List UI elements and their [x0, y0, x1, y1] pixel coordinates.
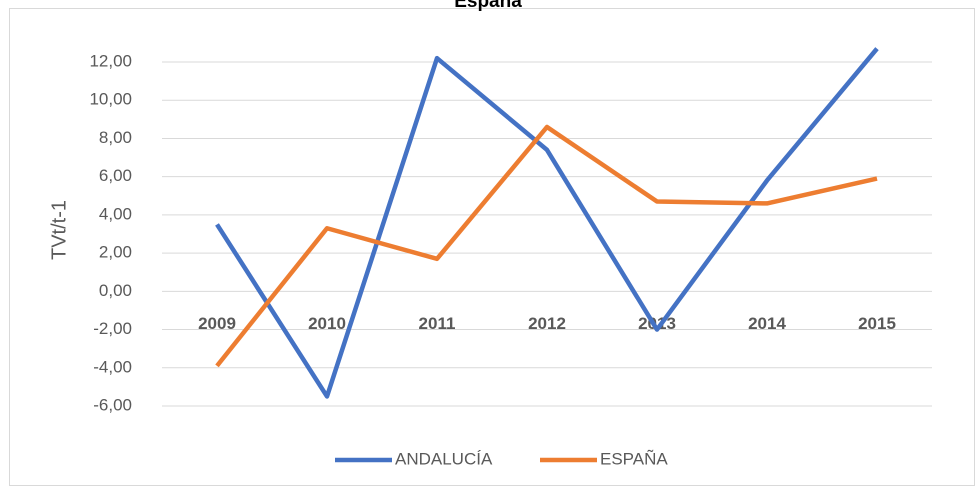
chart-title: España [454, 0, 522, 12]
y-tick-label: 8,00 [99, 128, 132, 147]
y-tick-label: -4,00 [93, 357, 132, 376]
x-tick-label: 2011 [419, 314, 456, 333]
x-tick-label: 2009 [198, 314, 236, 333]
y-tick-label: 12,00 [89, 51, 132, 70]
x-tick-label: 2014 [748, 314, 786, 333]
legend-label: ESPAÑA [600, 449, 668, 468]
series-line [215, 47, 879, 399]
y-axis-title: TVt/t-1 [48, 200, 70, 260]
y-tick-label: -2,00 [93, 319, 132, 338]
y-tick-label: 2,00 [99, 243, 132, 262]
x-tick-label: 2010 [308, 314, 346, 333]
x-tick-label: 2012 [528, 314, 566, 333]
x-tick-label: 2015 [858, 314, 896, 333]
y-tick-label: 4,00 [99, 204, 132, 223]
legend-label: ANDALUCÍA [395, 449, 493, 468]
y-tick-label: 6,00 [99, 166, 132, 185]
y-tick-label: 10,00 [89, 90, 132, 109]
y-tick-label: 0,00 [99, 281, 132, 300]
y-tick-label: -6,00 [93, 395, 132, 414]
chart-border [9, 8, 975, 486]
series-line [215, 124, 878, 368]
